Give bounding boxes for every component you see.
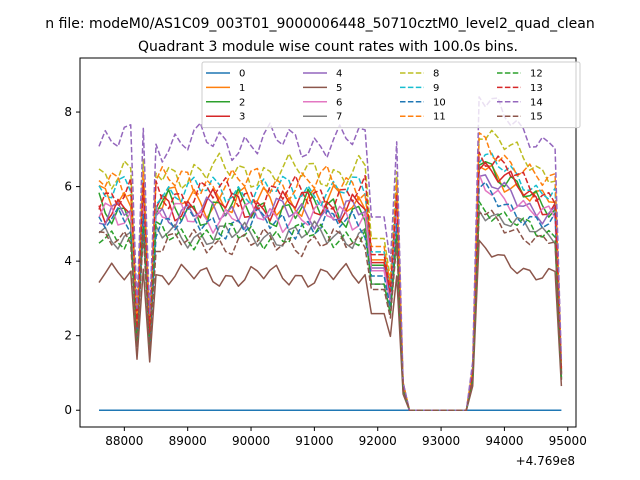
series-line-3 — [98, 161, 563, 411]
series-line-9 — [98, 152, 563, 411]
series-line-8 — [98, 129, 563, 411]
legend-label-8: 8 — [433, 69, 439, 80]
legend-label-7: 7 — [336, 112, 342, 123]
legend-label-10: 10 — [433, 97, 446, 108]
y-tick-label: 2 — [64, 329, 72, 343]
series-line-11 — [98, 131, 563, 411]
chart-suptitle: n file: modeM0/AS1C09_003T01_9000006448_… — [45, 16, 594, 32]
legend-label-14: 14 — [530, 97, 543, 108]
y-tick-label: 0 — [64, 403, 72, 417]
series-line-4 — [98, 174, 563, 411]
axes-frame — [79, 57, 577, 428]
x-tick-label: 95000 — [549, 434, 587, 448]
legend-label-6: 6 — [336, 97, 342, 108]
series-line-10 — [98, 181, 563, 411]
legend-label-9: 9 — [433, 83, 439, 94]
plot-lines — [98, 96, 563, 411]
legend-label-13: 13 — [530, 83, 543, 94]
x-tick-label: 91000 — [295, 434, 333, 448]
series-line-5 — [98, 239, 563, 411]
y-tick-label: 6 — [64, 180, 72, 194]
legend-label-3: 3 — [239, 112, 245, 123]
y-tick-label: 4 — [64, 254, 72, 268]
x-tick-label: 89000 — [169, 434, 207, 448]
x-tick-label: 94000 — [485, 434, 523, 448]
series-line-1 — [98, 164, 563, 411]
series-line-13 — [98, 151, 563, 411]
legend-label-11: 11 — [433, 112, 446, 123]
x-tick-label: 93000 — [422, 434, 460, 448]
x-axis: 88000 89000 90000 91000 92000 93000 94000 95000 — [105, 427, 587, 448]
chart-title: Quadrant 3 module wise count rates with … — [138, 39, 518, 55]
legend-label-2: 2 — [239, 97, 245, 108]
series-line-6 — [98, 173, 563, 411]
y-tick-label: 8 — [64, 105, 72, 119]
legend-box — [201, 61, 581, 129]
y-axis: 0 2 4 6 8 — [64, 105, 80, 417]
series-line-2 — [98, 160, 563, 411]
legend-label-4: 4 — [336, 69, 342, 80]
x-tick-label: 92000 — [359, 434, 397, 448]
legend-label-12: 12 — [530, 69, 543, 80]
x-tick-label: 90000 — [232, 434, 270, 448]
legend-label-5: 5 — [336, 83, 342, 94]
series-line-14 — [98, 96, 563, 411]
legend-label-1: 1 — [239, 83, 245, 94]
x-offset-label: +4.769e8 — [516, 454, 575, 468]
x-tick-label: 88000 — [105, 434, 143, 448]
legend-label-0: 0 — [239, 69, 245, 80]
series-line-15 — [98, 209, 563, 411]
legend-label-15: 15 — [530, 112, 543, 123]
